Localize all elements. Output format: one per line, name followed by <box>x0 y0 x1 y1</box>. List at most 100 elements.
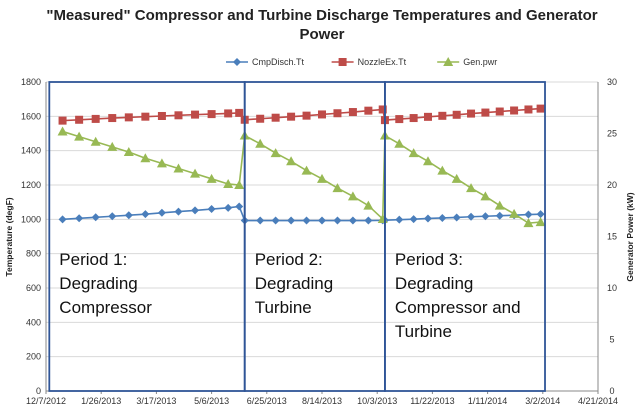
gen-pwr-point <box>535 217 546 227</box>
nozzleex-tt-point <box>536 104 545 113</box>
x-tick-label: 3/17/2013 <box>136 396 176 406</box>
y2-tick-label: 30 <box>607 77 617 87</box>
nozzleex-tt-point <box>333 109 342 118</box>
y2-tick-label: 20 <box>607 180 617 190</box>
cmpdisch-tt-point <box>75 214 84 223</box>
nozzleex-tt-point <box>495 107 504 116</box>
series <box>57 104 546 228</box>
axes: 0 200 400 600 800 1000 1200 1400 1600 1800 0 5 10 15 2… <box>21 77 618 406</box>
period-annotations: Period 1: Degrading Compressor Period 2: Deg… <box>48 81 546 392</box>
chart-title-line-2: Power <box>299 26 345 43</box>
gen-pwr-point <box>317 173 327 183</box>
nozzleex-tt-point <box>141 112 150 121</box>
cmpdisch-tt-point <box>318 216 326 225</box>
cmpdisch-tt-point <box>467 212 476 221</box>
gen-pwr-point <box>494 200 505 210</box>
cmpdisch-tt-point <box>124 211 133 220</box>
nozzleex-tt-point <box>524 105 533 114</box>
cmpdisch-tt-point <box>157 208 166 217</box>
y-tick-label: 400 <box>26 317 41 327</box>
x-tick-label: 3/2/2014 <box>525 396 560 406</box>
nozzleex-tt-point <box>207 110 216 119</box>
nozzleex-tt-point <box>58 116 67 125</box>
period-1-label: Degrading <box>59 274 137 293</box>
nozzleex-tt-point <box>395 115 404 124</box>
x-tick-label: 12/7/2012 <box>26 396 66 406</box>
period-1-label: Period 1: <box>59 250 127 269</box>
nozzleex-tt-point <box>287 112 296 121</box>
period-2-label: Period 2: <box>255 250 323 269</box>
cmpdisch-tt-point <box>302 216 311 225</box>
gen-pwr-point <box>509 208 520 218</box>
x-tick-label: 10/3/2013 <box>357 396 397 406</box>
period-3-box <box>384 81 546 392</box>
nozzleex-tt-point <box>174 111 183 120</box>
nozzleex-tt-point <box>481 108 490 117</box>
y-tick-label: 1600 <box>21 111 41 121</box>
nozzleex-tt-point <box>467 109 476 118</box>
gen-pwr-point <box>437 165 448 175</box>
nozzleex-tt-point <box>157 111 166 120</box>
gridlines <box>46 81 598 392</box>
gen-pwr-point <box>190 168 201 178</box>
nozzleex-tt-point <box>224 109 233 118</box>
x-tick-label: 1/11/2014 <box>468 396 507 406</box>
gen-pwr-point <box>123 147 134 157</box>
period-3-label: Turbine <box>395 322 452 341</box>
y-tick-label: 0 <box>36 386 41 396</box>
legend: CmpDisch.Tt NozzleEx.Tt Gen.pwr <box>226 57 497 67</box>
period-2-label: Degrading <box>255 274 333 293</box>
gen-pwr-point <box>234 180 245 189</box>
y2-tick-label: 10 <box>607 283 617 293</box>
x-tick-label: 11/22/2013 <box>410 396 454 406</box>
gen-pwr-point <box>332 183 343 193</box>
cmpdisch-tt-point <box>524 210 533 219</box>
gen-pwr-point <box>480 191 491 201</box>
period-1-box <box>48 81 246 392</box>
period-1-label: Compressor <box>59 298 152 317</box>
gen-pwr-point <box>223 178 234 188</box>
gen-pwr-point <box>140 153 151 163</box>
cmpdisch-tt-point <box>287 216 296 225</box>
gen-pwr-legend-marker <box>443 57 454 66</box>
period-3-label: Period 3: <box>395 250 463 269</box>
cmpdisch-tt-point <box>58 215 67 224</box>
gen-pwr-point <box>286 156 297 166</box>
cmpdisch-tt-point <box>438 213 447 222</box>
gen-pwr-point <box>347 191 358 201</box>
gen-pwr-point <box>74 131 85 141</box>
y2-tick-label: 0 <box>609 386 614 396</box>
cmpdisch-tt-line <box>62 205 541 222</box>
cmpdisch-tt-point <box>364 216 373 225</box>
nozzleex-tt-point <box>271 113 280 122</box>
cmpdisch-tt-point <box>256 216 265 225</box>
cmpdisch-tt-point <box>481 212 490 221</box>
nozzleex-tt-point <box>124 113 133 122</box>
y2-tick-label: 15 <box>607 232 617 242</box>
gen-pwr-point <box>408 148 419 158</box>
cmpdisch-tt-point <box>235 202 244 211</box>
gen-pwr-point <box>422 156 433 166</box>
y-tick-label: 1200 <box>21 180 41 190</box>
nozzleex-tt-point <box>256 114 265 123</box>
y2-tick-label: 5 <box>609 335 614 345</box>
y-tick-label: 1000 <box>21 214 41 224</box>
period-2-label: Turbine <box>255 298 312 317</box>
cmpdisch-tt-point <box>423 214 432 223</box>
gen-pwr-point <box>523 218 534 228</box>
gen-pwr-legend-label: Gen.pwr <box>463 57 497 67</box>
y-axis-label: Temperature (degF) <box>4 197 14 276</box>
nozzleex-tt-legend-marker <box>338 58 347 66</box>
gen-pwr-point <box>394 138 405 148</box>
gen-pwr-point <box>57 126 68 136</box>
gen-pwr-point <box>255 138 266 148</box>
gen-pwr-point <box>173 163 184 173</box>
cmpdisch-tt-point <box>91 213 100 222</box>
nozzleex-tt-point <box>452 110 461 119</box>
nozzleex-tt-point <box>108 114 117 123</box>
gen-pwr-point <box>451 173 462 183</box>
cmpdisch-tt-point <box>207 205 216 214</box>
x-tick-label: 1/26/2013 <box>81 396 121 406</box>
x-tick-label: 6/25/2013 <box>247 396 287 406</box>
